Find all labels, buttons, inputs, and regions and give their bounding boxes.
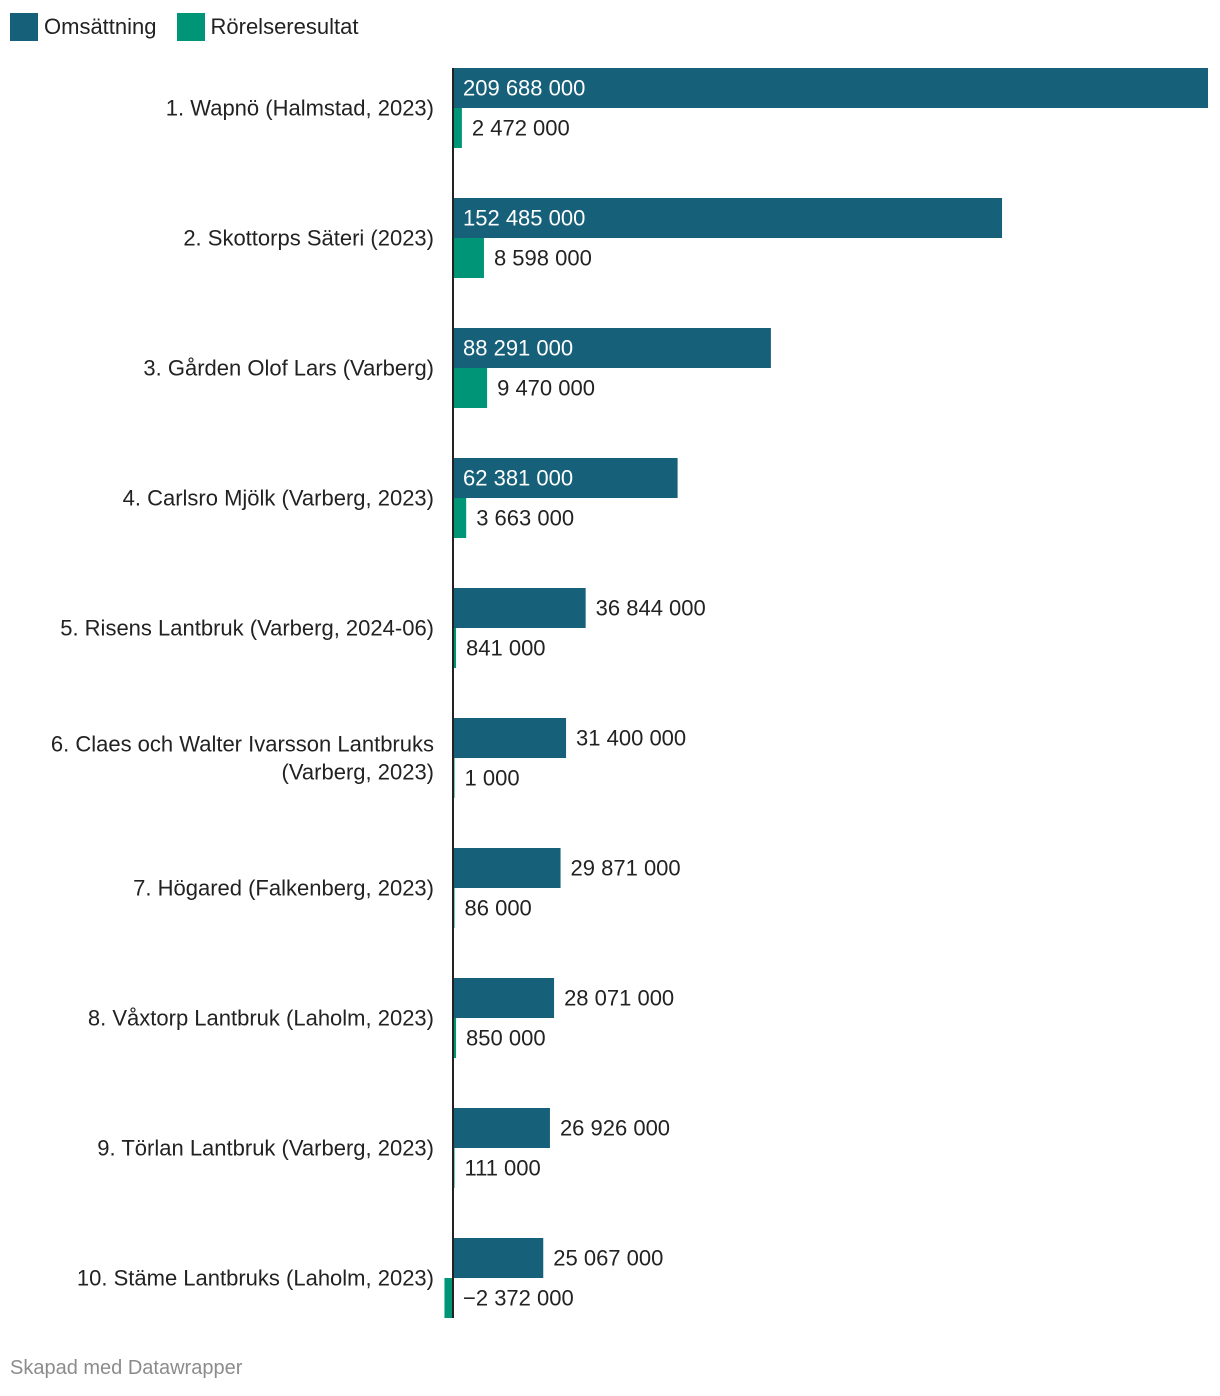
data-label: 209 688 000 [463,76,585,101]
data-label: 9 470 000 [497,376,595,401]
data-label: 152 485 000 [463,206,585,231]
bar-rorelseresultat [453,628,457,668]
data-label: −2 372 000 [463,1286,574,1311]
data-label: 36 844 000 [596,596,706,621]
data-label: 3 663 000 [476,506,574,531]
legend-label-rorelseresultat: Rörelseresultat [210,14,359,39]
data-label: 29 871 000 [571,856,681,881]
data-label: 25 067 000 [553,1246,663,1271]
category-label: 1. Wapnö (Halmstad, 2023) [166,96,434,121]
category-label: 9. Törlan Lantbruk (Varberg, 2023) [97,1136,434,1161]
data-label: 28 071 000 [564,986,674,1011]
bar-omsattning [453,198,1003,238]
data-label: 86 000 [465,896,532,921]
bar-rorelseresultat [444,1278,453,1318]
data-label: 841 000 [466,636,546,661]
bar-omsattning [453,848,561,888]
data-label: 62 381 000 [463,466,573,491]
category-label: 2. Skottorps Säteri (2023) [183,226,434,251]
data-label: 31 400 000 [576,726,686,751]
legend-item-rorelseresultat: Rörelseresultat [176,13,359,41]
data-label: 88 291 000 [463,336,573,361]
data-label: 1 000 [465,766,520,791]
bar-rorelseresultat [453,498,467,538]
category-label: 7. Högared (Falkenberg, 2023) [133,876,434,901]
bar-omsattning [453,588,586,628]
legend-swatch-rorelseresultat [176,13,205,41]
data-label: 26 926 000 [560,1116,670,1141]
category-label: 5. Risens Lantbruk (Varberg, 2024-06) [60,616,434,641]
bar-rorelseresultat [453,1018,457,1058]
bar-omsattning [453,1108,550,1148]
data-label: 850 000 [466,1026,546,1051]
bar-omsattning [453,458,678,498]
data-label: 111 000 [465,1156,541,1181]
bar-omsattning [453,1238,544,1278]
category-label: (Varberg, 2023) [282,760,434,785]
bar-chart: 1. Wapnö (Halmstad, 2023) 209 688 000 2 47… [51,68,1208,1318]
bar-omsattning [453,718,567,758]
bar-omsattning [453,328,771,368]
bar-omsattning [453,68,1208,108]
category-label: 3. Gården Olof Lars (Varberg) [143,356,434,381]
legend-swatch-omsattning [10,13,38,41]
data-label: 2 472 000 [472,116,570,141]
legend: Omsättning Rörelseresultat [10,12,378,42]
data-label: 8 598 000 [494,246,592,271]
category-label: 6. Claes och Walter Ivarsson Lantbruks [51,732,434,757]
category-label: 8. Våxtorp Lantbruk (Laholm, 2023) [88,1006,434,1031]
legend-item-omsattning: Omsättning [10,13,157,41]
category-label: 4. Carlsro Mjölk (Varberg, 2023) [123,486,434,511]
category-label: 10. Stäme Lantbruks (Laholm, 2023) [77,1266,434,1291]
footer-credit: Skapad med Datawrapper [10,1357,243,1379]
bar-rorelseresultat [453,368,488,408]
bar-rorelseresultat [453,238,484,278]
bar-rorelseresultat [453,108,462,148]
legend-label-omsattning: Omsättning [44,14,157,39]
bar-omsattning [453,978,555,1018]
